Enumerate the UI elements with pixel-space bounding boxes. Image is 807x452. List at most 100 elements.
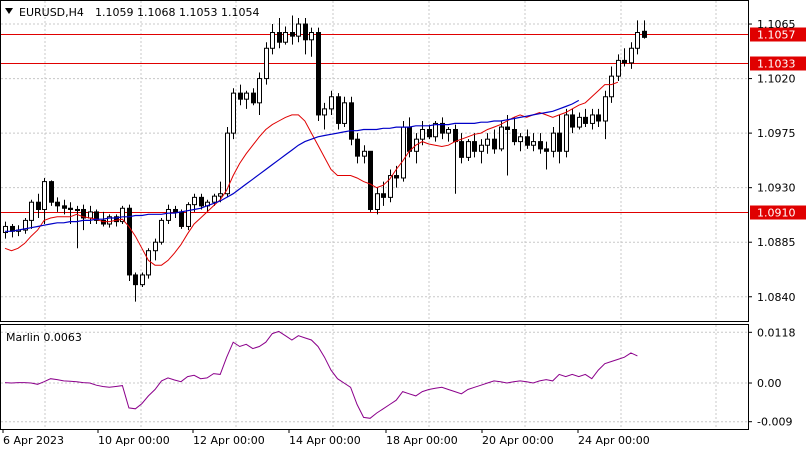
- candle-body: [342, 102, 347, 124]
- level-price-tag: [750, 27, 806, 42]
- candle-body: [492, 138, 497, 150]
- candle-body: [336, 96, 341, 124]
- candle-body: [433, 122, 438, 138]
- level-price-label: 1.0910: [757, 207, 796, 220]
- time-tick-label: 12 Apr 00:00: [193, 434, 265, 447]
- candle-body: [140, 274, 145, 286]
- candle-body: [485, 138, 490, 146]
- candle-body: [107, 216, 112, 225]
- candle-body: [277, 32, 282, 43]
- candle-body: [199, 196, 204, 207]
- candle-body: [603, 96, 608, 122]
- candle-body: [642, 30, 647, 38]
- candle-body: [388, 175, 393, 198]
- candle-body: [179, 211, 184, 227]
- candle-body: [505, 126, 510, 130]
- candle-body: [375, 193, 380, 210]
- candle-body: [499, 126, 504, 150]
- candle-body: [531, 141, 536, 146]
- indicator-tick-label: 0.0118: [757, 326, 796, 339]
- candle-body: [146, 250, 151, 276]
- candle-body: [120, 207, 125, 223]
- candle-body: [322, 108, 327, 116]
- candle-body: [381, 193, 386, 198]
- candle-body: [75, 208, 80, 211]
- candle-body: [81, 208, 86, 219]
- candle-body: [296, 23, 301, 37]
- level-price-label: 1.1033: [757, 58, 796, 71]
- price-axis[interactable]: 1.1065 1.1020 1.0975 1.0930 1.0885 1.0840: [748, 18, 796, 304]
- candle-body: [316, 32, 321, 116]
- marlin-series: [4, 330, 638, 419]
- level-price-tag: [750, 205, 806, 220]
- candle-body: [173, 208, 178, 213]
- candle-body: [88, 211, 93, 219]
- price-tick-label: 1.0885: [757, 236, 796, 249]
- candle-body: [401, 126, 406, 179]
- candle-body: [29, 201, 34, 221]
- candle-body: [49, 181, 54, 203]
- candle-body: [166, 208, 171, 221]
- candle-body: [427, 128, 432, 138]
- time-tick-label: 20 Apr 00:00: [482, 434, 554, 447]
- candle-body: [257, 78, 262, 104]
- candle-body: [362, 150, 367, 157]
- price-tick-label: 1.0975: [757, 127, 796, 140]
- candle-body: [525, 136, 530, 146]
- price-tick-label: 1.1065: [757, 18, 796, 31]
- candle-body: [231, 92, 236, 134]
- candle-body: [564, 114, 569, 152]
- candle-body: [629, 47, 634, 64]
- candle-body: [609, 75, 614, 98]
- candle-body: [225, 132, 230, 195]
- candle-body: [55, 201, 60, 207]
- candle-body: [42, 181, 47, 210]
- candle-body: [153, 241, 158, 252]
- candle-body: [238, 92, 243, 100]
- candle-body: [538, 141, 543, 150]
- ohlc-values: 1.1059 1.1068 1.1053 1.1054: [95, 6, 259, 19]
- slow-ma-line: [5, 99, 580, 232]
- candle-body: [622, 59, 627, 64]
- candle-body: [349, 102, 354, 140]
- price-tick-label: 1.1020: [757, 73, 796, 86]
- candle-body: [127, 207, 132, 276]
- candle-body: [309, 32, 314, 41]
- indicator-axis: 0.0118 0.00 -0.009: [748, 326, 796, 429]
- candle-body: [290, 32, 295, 37]
- candle-body: [596, 114, 601, 122]
- candle-body: [518, 136, 523, 143]
- candle-body: [133, 274, 138, 286]
- candle-body: [544, 148, 549, 152]
- candle-body: [616, 59, 621, 77]
- candle-body: [270, 32, 275, 49]
- dropdown-triangle-icon[interactable]: [5, 8, 13, 14]
- marlin-line: [4, 330, 638, 419]
- candle-body: [551, 132, 556, 152]
- candle-body: [368, 150, 373, 210]
- main-panel-frame: [0, 0, 749, 322]
- horizontal-levels[interactable]: 1.1057 1.1033 1.0910: [1, 27, 806, 220]
- candle-body: [557, 132, 562, 152]
- candle-body: [446, 128, 451, 134]
- candle-body: [512, 128, 517, 143]
- candle-body: [590, 114, 595, 124]
- level-price-label: 1.1057: [757, 29, 796, 42]
- time-tick-label: 6 Apr 2023: [3, 434, 64, 447]
- candle-body: [36, 201, 41, 210]
- level-price-tag: [750, 56, 806, 71]
- candle-body: [251, 92, 256, 104]
- candle-body: [3, 225, 8, 234]
- candle-body: [212, 195, 217, 203]
- candle-body: [635, 32, 640, 49]
- candle-body: [453, 128, 458, 143]
- indicator-tick-label: -0.009: [757, 416, 792, 429]
- price-tick-label: 1.0840: [757, 291, 796, 304]
- time-tick-label: 14 Apr 00:00: [289, 434, 361, 447]
- candle-body: [407, 126, 412, 152]
- candle-body: [472, 141, 477, 152]
- indicator-label: Marlin 0.0063: [6, 331, 82, 344]
- candle-body: [283, 32, 288, 43]
- time-axis[interactable]: 6 Apr 2023 10 Apr 00:00 12 Apr 00:00 14 Apr…: [2, 429, 650, 447]
